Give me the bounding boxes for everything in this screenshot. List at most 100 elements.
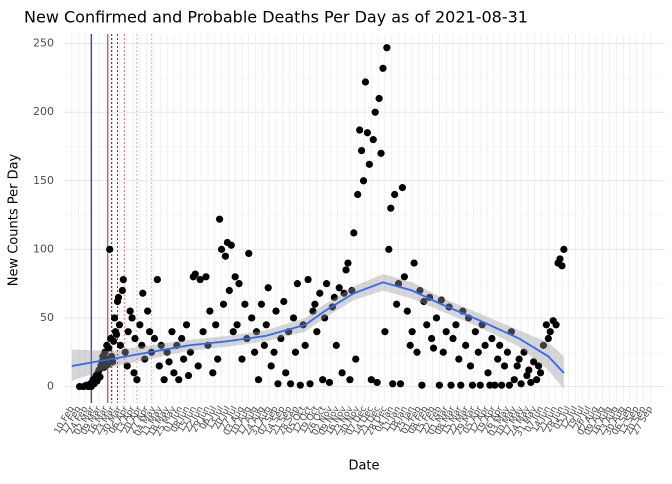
point (206, 307, 214, 315)
point (423, 321, 431, 329)
point (533, 376, 541, 384)
point (139, 289, 147, 297)
point (520, 348, 528, 356)
point (455, 355, 463, 363)
point (182, 321, 191, 329)
point (311, 300, 319, 308)
point (335, 284, 343, 292)
point (301, 341, 309, 349)
point (354, 190, 362, 199)
point (494, 355, 502, 363)
point (428, 334, 436, 343)
point (109, 337, 118, 345)
point (437, 296, 445, 304)
point (375, 94, 383, 103)
point (432, 314, 441, 322)
point (321, 314, 329, 322)
point (350, 229, 358, 237)
point (270, 348, 278, 356)
point (128, 314, 136, 322)
point (133, 376, 141, 384)
point (408, 328, 416, 336)
point (474, 348, 482, 356)
point (338, 369, 346, 377)
point (153, 275, 161, 284)
point (262, 321, 270, 329)
y-tick-label: 0 (47, 380, 54, 393)
point (257, 300, 266, 308)
point (184, 371, 193, 380)
point (552, 321, 560, 329)
point (212, 321, 220, 329)
point (332, 341, 340, 349)
point (369, 136, 377, 144)
point (348, 286, 356, 295)
point (471, 328, 479, 336)
point (359, 177, 368, 185)
y-tick-label: 150 (33, 174, 54, 187)
point (110, 314, 119, 322)
point (462, 341, 470, 349)
confidence-band (71, 274, 564, 390)
point (367, 376, 375, 384)
point (488, 334, 496, 343)
point (429, 344, 438, 352)
point (392, 300, 401, 308)
point (517, 380, 525, 388)
point (447, 381, 455, 389)
point (346, 376, 354, 384)
point (505, 381, 514, 389)
point (546, 328, 554, 336)
point (126, 307, 134, 315)
point (379, 64, 387, 72)
point (387, 204, 395, 212)
point (468, 381, 477, 389)
point (539, 341, 548, 349)
point (498, 381, 506, 389)
point (180, 355, 188, 363)
point (191, 270, 199, 278)
point (106, 245, 114, 253)
point (406, 341, 414, 349)
point (144, 307, 152, 315)
point (291, 348, 300, 356)
point (371, 108, 379, 116)
point (165, 358, 173, 366)
point (274, 380, 282, 388)
point (199, 328, 207, 336)
point (385, 245, 393, 253)
point (357, 146, 366, 155)
point (442, 328, 450, 336)
point (227, 241, 235, 249)
point (254, 376, 263, 384)
point (267, 362, 275, 370)
point (282, 369, 290, 377)
point (241, 300, 249, 308)
point (316, 289, 324, 297)
point (418, 381, 426, 389)
y-tick-label: 50 (40, 311, 54, 324)
point (260, 341, 268, 349)
point (229, 328, 237, 336)
point (109, 358, 117, 366)
point (163, 348, 171, 356)
point (420, 297, 428, 306)
point (361, 78, 370, 86)
point (389, 380, 397, 388)
point (112, 330, 121, 339)
point (381, 328, 389, 336)
point (503, 348, 512, 356)
point (322, 280, 331, 288)
point (160, 376, 168, 384)
point (496, 341, 504, 349)
point (313, 328, 321, 336)
chart-title: New Confirmed and Probable Deaths Per Da… (24, 8, 528, 27)
point (115, 321, 124, 329)
y-axis-title: New Counts Per Day (7, 153, 22, 286)
point (416, 286, 424, 295)
point (484, 369, 492, 377)
point (251, 348, 259, 356)
point (217, 245, 226, 253)
point (527, 378, 535, 387)
